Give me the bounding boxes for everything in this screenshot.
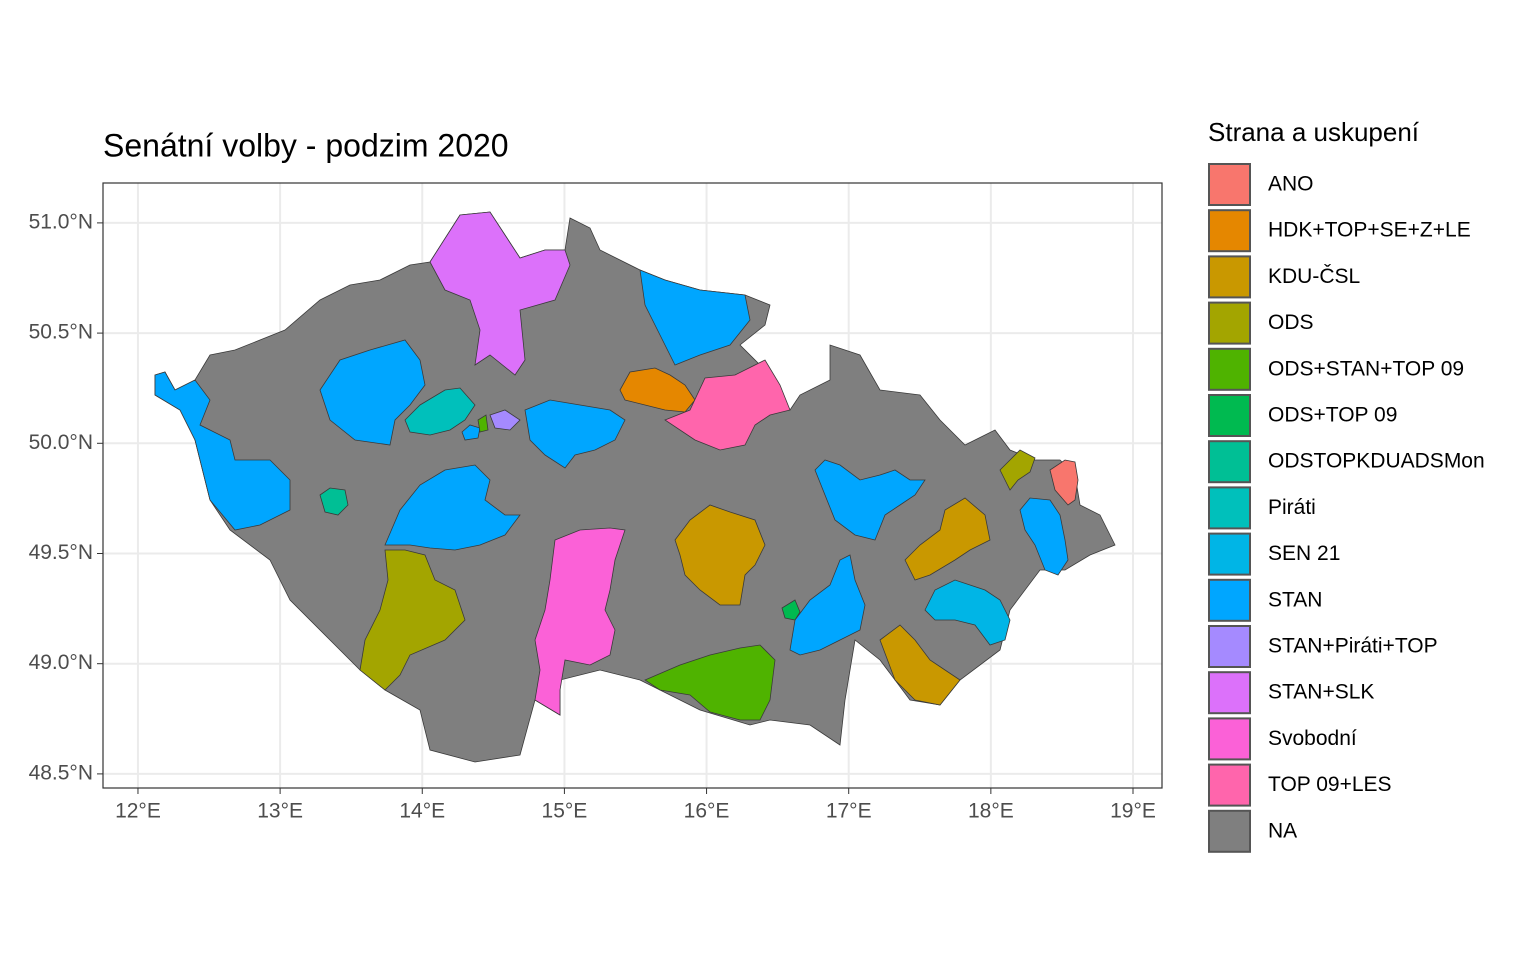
legend-title: Strana a uskupení (1208, 117, 1420, 147)
region (1019, 497, 1069, 576)
legend-key (1208, 763, 1251, 807)
x-tick-label: 15°E (542, 800, 588, 823)
region (924, 579, 1011, 646)
region (524, 399, 626, 469)
legend-label: STAN (1268, 588, 1322, 611)
y-tick-label: 50.0°N (29, 431, 93, 454)
legend-label: TOP 09+LES (1268, 773, 1392, 796)
legend-key (1208, 301, 1251, 345)
legend-key (1208, 486, 1251, 530)
legend-key (1208, 209, 1251, 253)
region (384, 464, 521, 551)
country (154, 211, 1116, 763)
y-tick-label: 51.0°N (29, 210, 93, 233)
x-tick-label: 16°E (684, 800, 730, 823)
legend-label: ODS (1268, 311, 1314, 334)
legend-label: Piráti (1268, 496, 1316, 519)
legend-key (1208, 809, 1251, 853)
x-tick-label: 12°E (115, 800, 161, 823)
x-tick-label: 19°E (1110, 800, 1156, 823)
y-tick-label: 50.5°N (29, 321, 93, 344)
region (154, 371, 291, 531)
y-tick-label: 49.5°N (29, 541, 93, 564)
region (404, 387, 476, 436)
x-tick-label: 14°E (399, 800, 445, 823)
panel-border (102, 182, 1163, 789)
region (674, 504, 766, 606)
legend-key (1208, 578, 1251, 622)
region (489, 409, 521, 431)
region (1049, 459, 1079, 506)
x-tick-label: 17°E (826, 800, 872, 823)
y-tick-label: 49.0°N (29, 651, 93, 674)
region (639, 269, 751, 366)
legend-key (1208, 347, 1251, 391)
region (644, 644, 776, 721)
legend-label: KDU-ČSL (1268, 265, 1360, 288)
region (319, 339, 426, 446)
legend-label: ODSTOPKDUADSMon (1268, 450, 1485, 473)
region (534, 527, 626, 716)
legend-label: ANO (1268, 173, 1314, 196)
legend-key (1208, 163, 1251, 206)
legend-key (1208, 440, 1251, 484)
region (664, 359, 791, 451)
region (879, 624, 961, 706)
legend-key (1208, 255, 1251, 299)
legend-label: STAN+SLK (1268, 681, 1374, 704)
region (904, 497, 991, 581)
legend-label: ODS+TOP 09 (1268, 404, 1397, 427)
x-tick-label: 18°E (968, 800, 1014, 823)
region (429, 211, 571, 376)
region (814, 459, 926, 541)
region (461, 424, 481, 441)
legend-key (1208, 671, 1251, 715)
legend-key (1208, 394, 1251, 437)
legend-key (1208, 625, 1251, 668)
region (359, 549, 466, 691)
x-tick-label: 13°E (257, 800, 303, 823)
legend-label: ODS+STAN+TOP 09 (1268, 357, 1464, 380)
legend-label: SEN 21 (1268, 542, 1340, 565)
legend-key (1208, 532, 1251, 576)
region (999, 449, 1036, 491)
region (319, 487, 349, 516)
legend-label: NA (1268, 819, 1297, 842)
y-tick-label: 48.5°N (29, 761, 93, 784)
legend-label: Svobodní (1268, 727, 1357, 750)
legend-key (1208, 717, 1251, 761)
chart-title: Senátní volby - podzim 2020 (103, 127, 509, 163)
region (789, 554, 866, 656)
legend-label: HDK+TOP+SE+Z+LE (1268, 219, 1471, 242)
legend-label: STAN+Piráti+TOP (1268, 635, 1438, 658)
region (477, 414, 489, 433)
map (154, 211, 1116, 763)
